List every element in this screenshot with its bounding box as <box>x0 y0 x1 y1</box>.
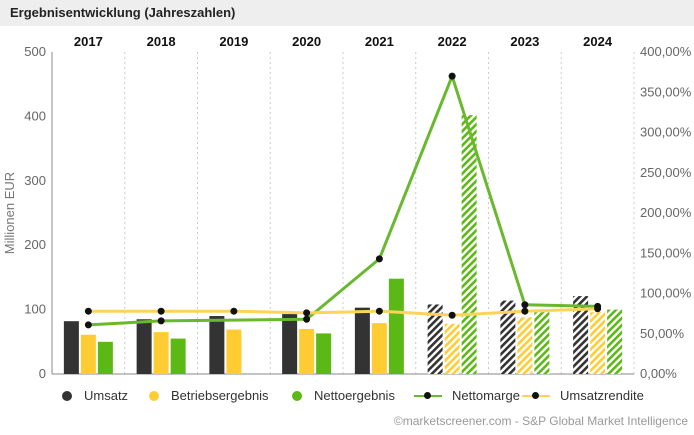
umsatz-bar <box>282 314 298 374</box>
legend-item-umsatz[interactable]: Umsatz <box>62 388 128 403</box>
legend-label-umsatz: Umsatz <box>84 388 129 403</box>
betriebsergebnis-bar <box>371 323 387 374</box>
legend-label-nettomarge: Nettomarge <box>452 388 520 403</box>
betriebsergebnis-bar <box>517 317 533 374</box>
nettomarge-point <box>375 255 383 263</box>
y2-tick-label: 250,00% <box>640 165 692 180</box>
y2-tick-label: 350,00% <box>640 84 692 99</box>
x-category-label: 2021 <box>365 34 394 49</box>
x-category-label: 2023 <box>510 34 539 49</box>
legend-label-umsatzrendite: Umsatzrendite <box>560 388 644 403</box>
umsatzrendite-point <box>303 309 311 317</box>
y2-tick-label: 100,00% <box>640 286 692 301</box>
betriebsergebnis-bar <box>590 312 606 374</box>
umsatzrendite-point <box>375 307 383 315</box>
legend-item-nettomarge[interactable]: Nettomarge <box>414 388 520 403</box>
umsatzrendite-line <box>88 307 598 317</box>
nettoergebnis-bar <box>316 333 332 374</box>
betriebsergebnis-bar <box>80 334 96 374</box>
betriebsergebnis-bar <box>444 323 460 374</box>
y2-tick-label: 300,00% <box>640 125 692 140</box>
chart-title: Ergebnisentwicklung (Jahreszahlen) <box>10 5 236 20</box>
umsatz-bar <box>63 321 79 374</box>
y-tick-label: 200 <box>24 237 46 252</box>
y-tick-label: 400 <box>24 108 46 123</box>
nettomarge-point <box>84 321 92 329</box>
umsatzrendite-point <box>594 305 602 313</box>
umsatz-swatch-icon <box>62 390 72 401</box>
x-category-label: 2017 <box>74 34 103 49</box>
umsatzrendite-point <box>521 307 529 315</box>
legend-label-betriebsergebnis: Betriebsergebnis <box>171 388 269 403</box>
y2-tick-label: 50,00% <box>640 326 685 341</box>
y2-tick-label: 400,00% <box>640 44 692 59</box>
y2-tick-label: 150,00% <box>640 245 692 260</box>
nettomarge-point <box>157 317 165 325</box>
x-category-label: 2018 <box>147 34 176 49</box>
nettoergebnis-swatch-icon <box>292 390 302 401</box>
nettomarge-point <box>303 315 311 323</box>
legend-item-nettoergebnis[interactable]: Nettoergebnis <box>292 388 395 403</box>
legend: Umsatz Betriebsergebnis Nettoergebnis Ne… <box>0 388 694 408</box>
umsatz-bar <box>136 319 152 374</box>
x-category-label: 2024 <box>583 34 613 49</box>
betriebsergebnis-bar <box>226 329 242 374</box>
x-category-label: 2020 <box>292 34 321 49</box>
y-tick-label: 0 <box>39 366 46 381</box>
y-tick-label: 500 <box>24 44 46 59</box>
umsatz-bar <box>354 307 370 374</box>
umsatzrendite-point <box>157 307 165 315</box>
source-credit: ©marketscreener.com - S&P Global Market … <box>393 414 688 428</box>
y2-tick-label: 200,00% <box>640 205 692 220</box>
umsatz-bar <box>573 296 589 374</box>
nettomarge-point <box>448 72 456 80</box>
betriebsergebnis-swatch-icon <box>149 390 159 401</box>
betriebsergebnis-bar <box>299 328 315 374</box>
nettoergebnis-bar <box>170 338 186 374</box>
umsatzrendite-point <box>230 307 238 315</box>
y2-tick-label: 0,00% <box>640 366 677 381</box>
umsatzrendite-point <box>448 311 456 319</box>
umsatzrendite-point <box>84 307 92 315</box>
legend-item-betriebsergebnis[interactable]: Betriebsergebnis <box>149 388 269 403</box>
umsatz-bar <box>209 316 225 374</box>
legend-label-nettoergebnis: Nettoergebnis <box>314 388 395 403</box>
nettoergebnis-bar <box>388 278 404 374</box>
nettoergebnis-bar <box>461 115 477 374</box>
umsatzrendite-line-icon <box>522 391 550 401</box>
umsatz-bar <box>427 304 443 374</box>
nettoergebnis-bar <box>97 341 113 374</box>
nettoergebnis-bar <box>607 309 623 374</box>
umsatz-bar <box>500 300 516 374</box>
nettoergebnis-bar <box>534 312 550 374</box>
x-category-label: 2019 <box>219 34 248 49</box>
y-axis-title: Millionen EUR <box>2 172 17 254</box>
nettomarge-line-icon <box>414 391 442 401</box>
chart-area: 0 100 200 300 400 500 0,00% 50,00% 100,00% 150,00… <box>2 34 692 381</box>
betriebsergebnis-bar <box>153 332 169 374</box>
y-tick-label: 300 <box>24 173 46 188</box>
chart-header: Ergebnisentwicklung (Jahreszahlen) <box>0 0 694 26</box>
legend-item-umsatzrendite[interactable]: Umsatzrendite <box>522 388 644 403</box>
y-tick-label: 100 <box>24 302 46 317</box>
x-category-label: 2022 <box>438 34 467 49</box>
nettomarge-point <box>521 301 529 309</box>
